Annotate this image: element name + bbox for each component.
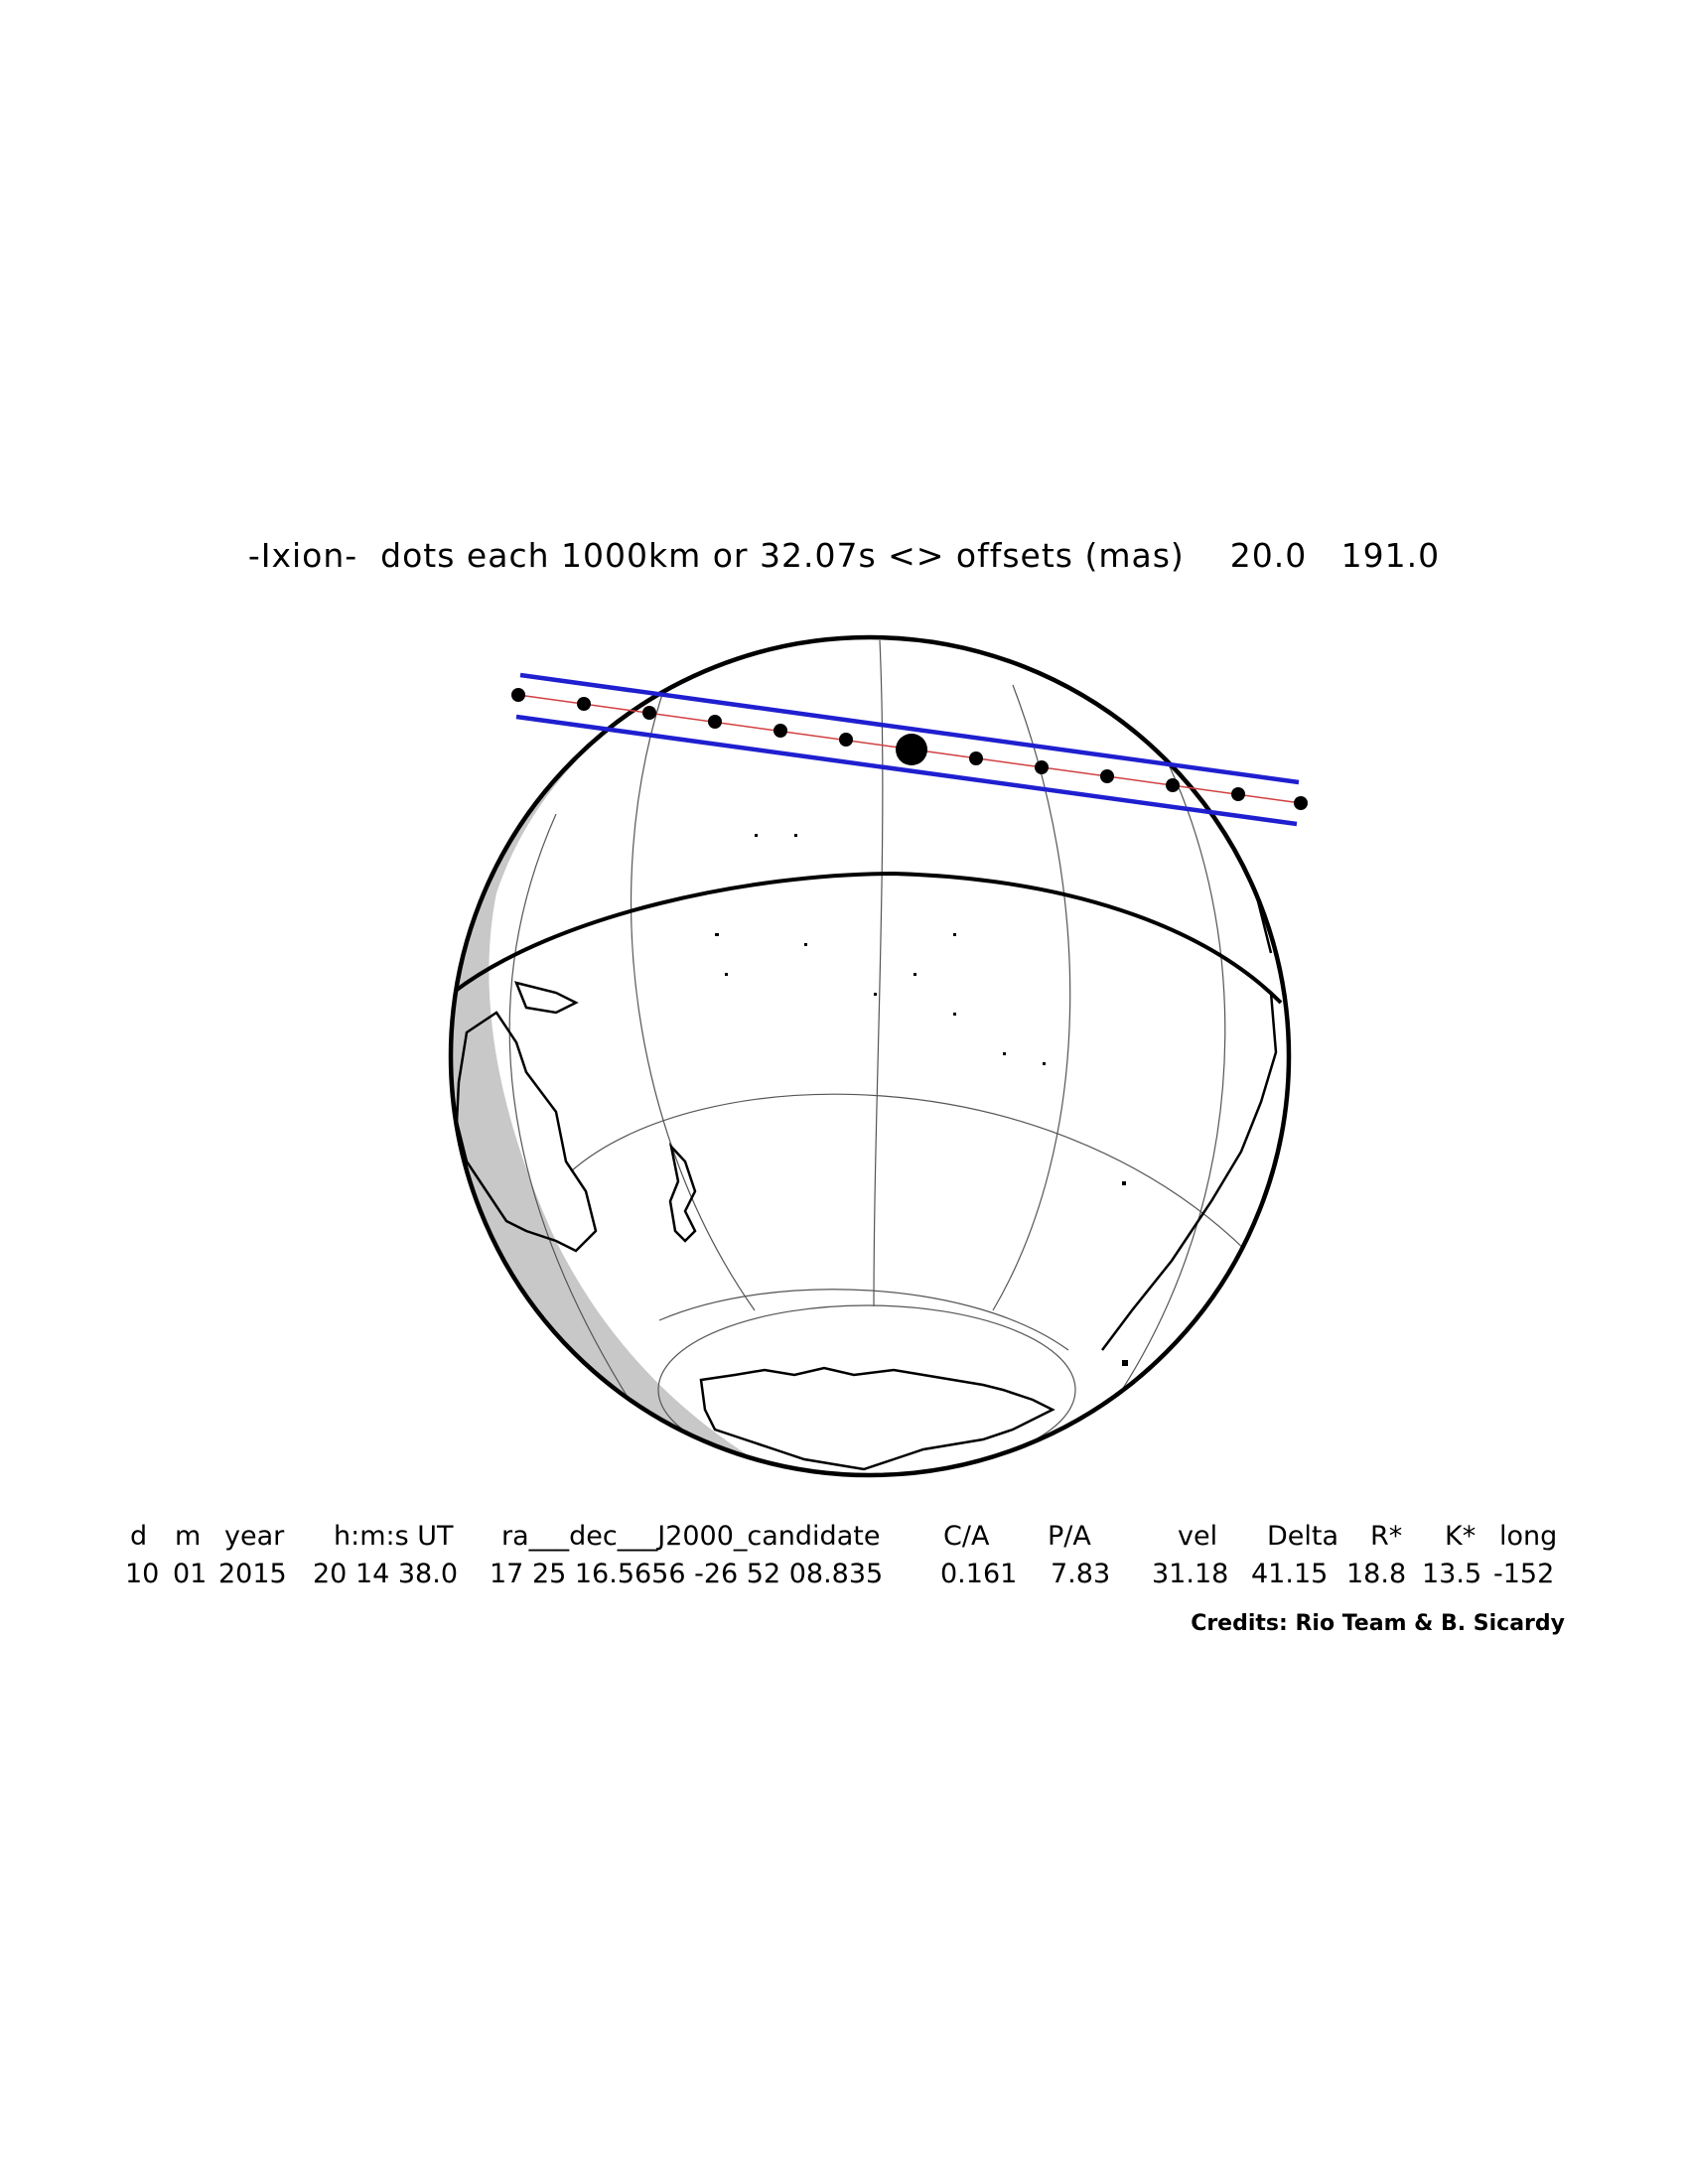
value-radec: 17 25 16.5656 -26 52 08.835 xyxy=(490,1559,884,1589)
value-pa: 7.83 xyxy=(1051,1559,1111,1589)
header-rstar: R* xyxy=(1370,1521,1403,1552)
occultation-path xyxy=(511,672,1308,827)
path-dot xyxy=(1100,769,1114,783)
header-m: m xyxy=(175,1521,202,1552)
header-pa: P/A xyxy=(1048,1521,1091,1552)
path-dot xyxy=(708,715,722,729)
path-dot xyxy=(839,733,853,747)
australia-outline xyxy=(455,1011,598,1253)
header-year: year xyxy=(224,1521,285,1552)
value-year: 2015 xyxy=(218,1559,287,1589)
south-limit-line xyxy=(515,714,1298,827)
north-america-coast xyxy=(1022,658,1273,954)
path-dot xyxy=(1166,778,1180,792)
chart-title: -Ixion- dots each 1000km or 32.07s <> of… xyxy=(247,536,1441,575)
header-delta: Delta xyxy=(1267,1521,1339,1552)
path-dot xyxy=(511,688,525,702)
path-dot xyxy=(1231,787,1245,801)
value-ca: 0.161 xyxy=(940,1559,1018,1589)
path-dot xyxy=(774,724,787,738)
header-time: h:m:s UT xyxy=(334,1521,454,1552)
closest-approach-dot xyxy=(896,734,927,765)
value-delta: 41.15 xyxy=(1251,1559,1329,1589)
south-america-coast xyxy=(1101,992,1278,1351)
path-dot xyxy=(969,751,983,765)
value-time: 20 14 38.0 xyxy=(313,1559,458,1589)
new-zealand-outline xyxy=(668,1142,697,1243)
header-vel: vel xyxy=(1178,1521,1218,1552)
value-kstar: 13.5 xyxy=(1422,1559,1482,1589)
islands xyxy=(715,834,1128,1366)
new-guinea-outline xyxy=(513,981,579,1015)
path-dot xyxy=(577,697,591,711)
antarctica-outline xyxy=(699,1366,1055,1471)
north-limit-line xyxy=(519,672,1300,785)
value-long: -152 xyxy=(1493,1559,1555,1589)
value-m: 01 xyxy=(173,1559,208,1589)
value-d: 10 xyxy=(125,1559,160,1589)
path-dot xyxy=(1294,796,1308,810)
night-shading xyxy=(451,655,773,1469)
value-vel: 31.18 xyxy=(1152,1559,1229,1589)
path-dot xyxy=(642,706,656,720)
path-dot xyxy=(1035,760,1049,774)
header-kstar: K* xyxy=(1445,1521,1477,1552)
header-ca: C/A xyxy=(943,1521,990,1552)
globe-outline xyxy=(448,634,1292,1478)
equator-line xyxy=(451,871,1283,1005)
header-d: d xyxy=(130,1521,148,1552)
credits: Credits: Rio Team & B. Sicardy xyxy=(1191,1611,1565,1636)
header-long: long xyxy=(1499,1521,1558,1552)
value-rstar: 18.8 xyxy=(1346,1559,1407,1589)
header-radec: ra___dec___J2000_candidate xyxy=(501,1521,881,1552)
